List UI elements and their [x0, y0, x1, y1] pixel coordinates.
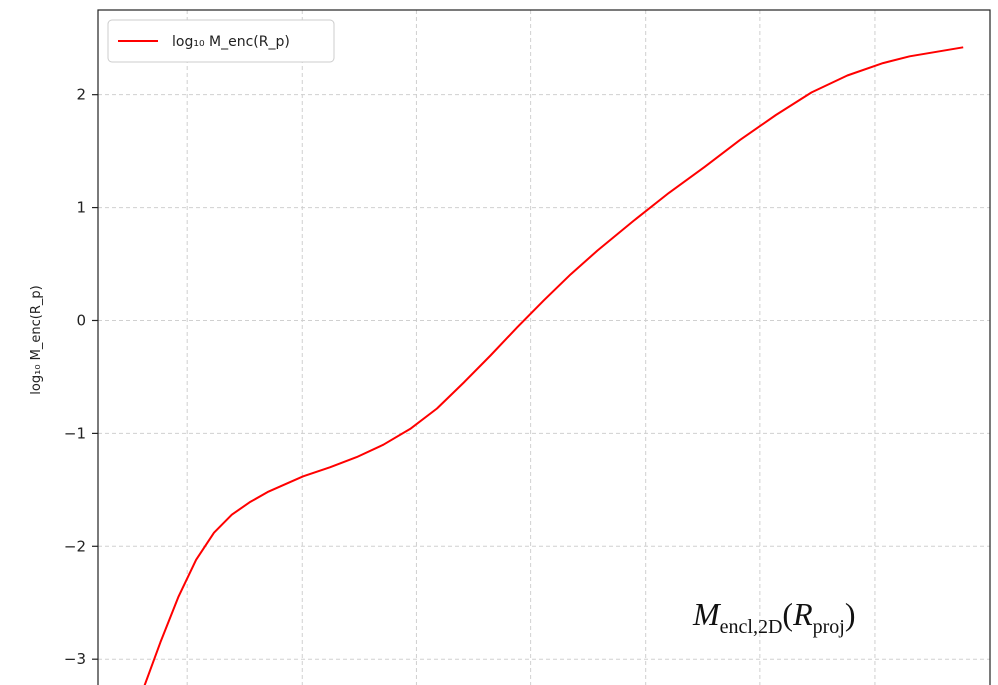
- annotation-label: Mencl,2D(Rproj): [692, 596, 856, 638]
- legend: log₁₀ M_enc(R_p): [107, 19, 335, 63]
- y-tick-label: −1: [64, 424, 86, 442]
- y-axis: 2 1 0 −1 −2 −3: [64, 86, 98, 668]
- y-tick-label: −3: [64, 650, 86, 668]
- legend-label: log₁₀ M_enc(R_p): [172, 34, 290, 50]
- y-axis-label: log₁₀ M_enc(R_p): [29, 285, 44, 394]
- y-tick-label: 2: [76, 86, 86, 104]
- legend-box: [107, 19, 335, 63]
- series-layer: [143, 46, 964, 685]
- series-line: [143, 46, 964, 685]
- y-tick-label: 1: [76, 199, 86, 217]
- plot-frame: [97, 9, 991, 685]
- y-tick-label: 0: [76, 311, 86, 329]
- y-tick-label: −2: [64, 537, 86, 555]
